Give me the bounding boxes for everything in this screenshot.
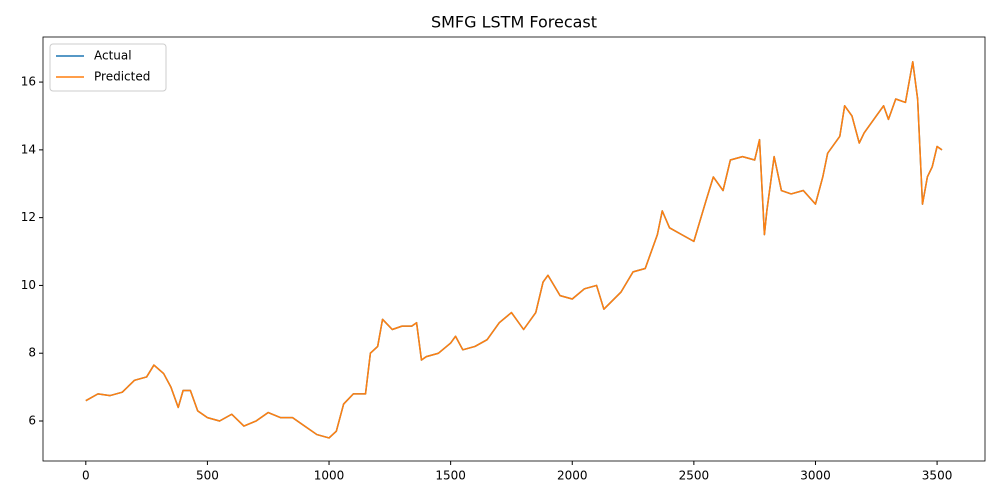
y-tick-label: 8 — [28, 346, 36, 360]
series-line — [85, 60, 943, 439]
x-tick-label: 2500 — [679, 469, 710, 483]
y-tick-label: 6 — [28, 414, 36, 428]
x-tick-label: 3000 — [800, 469, 831, 483]
x-tick-label: 3500 — [922, 469, 953, 483]
chart-title: SMFG LSTM Forecast — [431, 13, 597, 32]
x-tick-label: 1000 — [314, 469, 345, 483]
x-tick-label: 1500 — [435, 469, 466, 483]
y-tick-label: 16 — [21, 75, 36, 89]
legend-label: Predicted — [94, 70, 150, 84]
plot-frame — [42, 36, 986, 462]
y-tick-label: 10 — [21, 278, 36, 292]
y-tick-label: 14 — [21, 142, 36, 156]
legend-label: Actual — [94, 49, 132, 63]
x-tick-label: 2000 — [557, 469, 588, 483]
y-tick-label: 12 — [21, 210, 36, 224]
x-tick-label: 0 — [82, 469, 90, 483]
x-tick-label: 500 — [196, 469, 219, 483]
